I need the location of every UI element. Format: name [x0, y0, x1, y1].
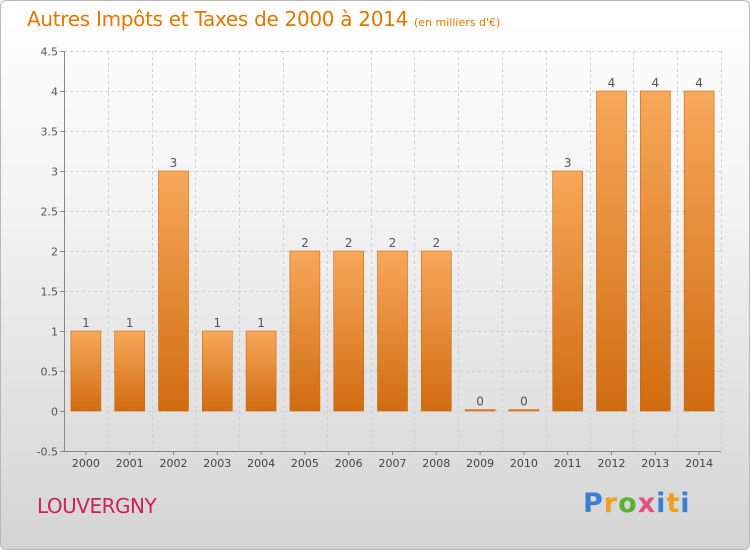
- bar: [464, 409, 496, 412]
- x-tick-label: 2008: [422, 457, 450, 470]
- bar: [683, 90, 715, 412]
- data-label: 1: [257, 316, 265, 330]
- data-label: 2: [432, 236, 440, 250]
- x-tick-label: 2013: [641, 457, 669, 470]
- x-tick-label: 2006: [335, 457, 363, 470]
- y-tick-label: 3.5: [41, 126, 59, 139]
- y-tick-label: 4.5: [41, 46, 59, 59]
- y-tick-label: 1.5: [41, 286, 59, 299]
- logo-letter: i: [680, 488, 691, 519]
- bar: [552, 170, 584, 412]
- logo-letter: P: [583, 488, 604, 519]
- logo-letter: r: [603, 488, 619, 519]
- x-tick-label: 2002: [160, 457, 188, 470]
- y-tick-label: 3: [51, 166, 58, 179]
- title-block: Autres Impôts et Taxes de 2000 à 2014 (en…: [27, 7, 500, 31]
- y-tick-label: 4: [51, 86, 58, 99]
- x-tick-label: 2003: [203, 457, 231, 470]
- data-label: 3: [564, 156, 572, 170]
- y-tick-label: -0.5: [37, 446, 58, 459]
- logo-letter: t: [666, 488, 681, 519]
- data-label: 4: [608, 76, 616, 90]
- data-label: 2: [389, 236, 397, 250]
- x-tick-label: 2000: [72, 457, 100, 470]
- data-label: 0: [476, 395, 484, 409]
- x-tick-label: 2010: [510, 457, 538, 470]
- bar: [114, 330, 145, 412]
- bar: [70, 330, 102, 412]
- data-label: 1: [126, 316, 134, 330]
- bars: [70, 90, 715, 412]
- logo-letter: x: [637, 488, 657, 519]
- bar: [420, 250, 452, 412]
- x-tick-label: 2005: [291, 457, 319, 470]
- bar: [158, 170, 189, 412]
- bar: [377, 250, 408, 412]
- chart-title: Autres Impôts et Taxes de 2000 à 2014: [27, 7, 408, 31]
- y-tick-label: 0: [51, 406, 58, 419]
- proxiti-logo: Proxiti: [583, 488, 691, 519]
- axes: [60, 51, 721, 455]
- x-tick-label: 2001: [116, 457, 144, 470]
- location-name: LOUVERGNY: [37, 494, 157, 518]
- bar: [245, 330, 277, 412]
- bar: [202, 330, 233, 412]
- y-tick-label: 0.5: [41, 366, 59, 379]
- x-tick-label: 2007: [379, 457, 407, 470]
- logo-letter: i: [656, 488, 667, 519]
- x-tick-label: 2012: [598, 457, 626, 470]
- bar: [596, 90, 627, 412]
- data-label: 3: [170, 156, 178, 170]
- data-label: 4: [695, 76, 703, 90]
- y-tick-label: 2: [51, 246, 58, 259]
- y-tick-label: 1: [51, 326, 58, 339]
- labels: -0.500.511.522.533.544.51200012001320021…: [37, 46, 714, 471]
- data-label: 1: [82, 316, 90, 330]
- data-label: 4: [651, 76, 659, 90]
- x-tick-label: 2004: [247, 457, 275, 470]
- y-tick-label: 2.5: [41, 206, 59, 219]
- x-tick-label: 2011: [554, 457, 582, 470]
- data-label: 2: [301, 236, 309, 250]
- logo-letter: o: [618, 488, 638, 519]
- x-tick-label: 2009: [466, 457, 494, 470]
- data-label: 1: [213, 316, 221, 330]
- bar: [639, 90, 671, 412]
- data-label: 0: [520, 395, 528, 409]
- bar: [289, 250, 321, 412]
- data-label: 2: [345, 236, 353, 250]
- chart-subtitle: (en milliers d'€): [414, 16, 501, 29]
- bar: [508, 409, 540, 412]
- x-tick-label: 2014: [685, 457, 713, 470]
- bar: [333, 250, 365, 412]
